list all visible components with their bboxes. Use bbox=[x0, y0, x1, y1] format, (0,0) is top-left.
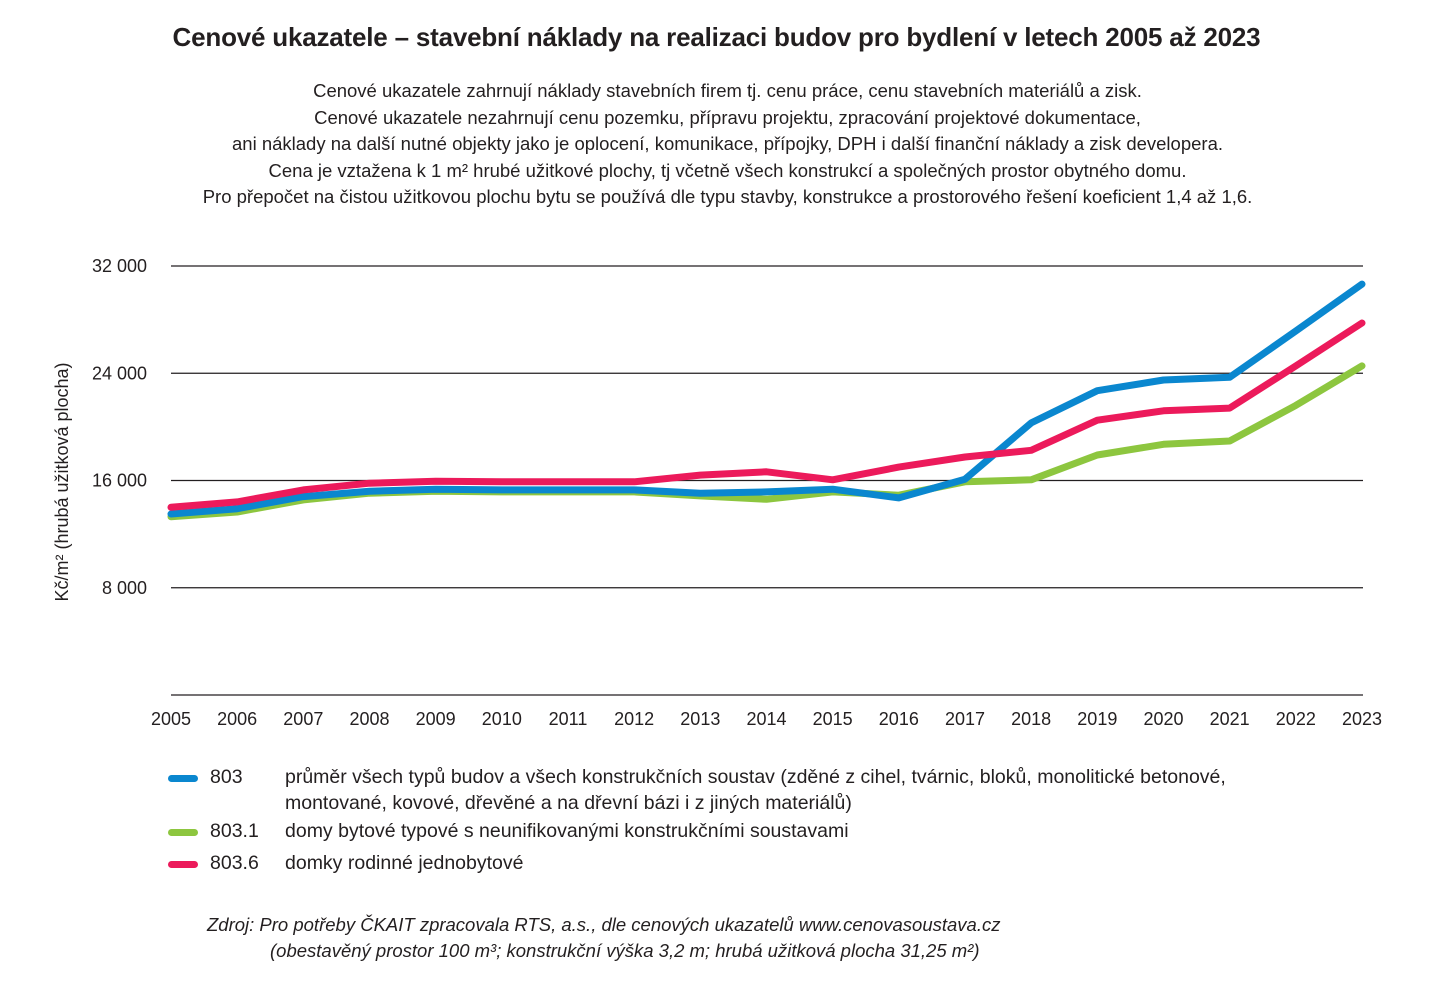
legend-item-803-6: 803.6 domky rodinné jednobytové bbox=[168, 850, 1385, 876]
x-tick-label: 2011 bbox=[549, 709, 588, 729]
x-tick-label: 2010 bbox=[482, 709, 522, 729]
chart-subtitle: Cenové ukazatele zahrnují náklady staveb… bbox=[0, 78, 1433, 211]
x-tick-label: 2015 bbox=[813, 709, 853, 729]
x-tick-label: 2009 bbox=[416, 709, 456, 729]
legend-swatch-green bbox=[168, 829, 198, 836]
legend-description-line: montované, kovové, dřevěné a na dřevní b… bbox=[285, 792, 852, 814]
legend-code: 803.6 bbox=[210, 852, 259, 874]
subtitle-line: Cena je vztažena k 1 m² hrubé užitkové p… bbox=[268, 159, 1187, 181]
y-tick-label: 32 000 bbox=[92, 256, 147, 276]
legend-description-line: průměr všech typů budov a všech konstruk… bbox=[285, 766, 1226, 788]
source-line: (obestavěný prostor 100 m³; konstrukční … bbox=[270, 940, 980, 961]
legend: 803 průměr všech typů budov a všech kons… bbox=[168, 764, 1385, 882]
y-axis-title: Kč/m² (hrubá užitková plocha) bbox=[52, 362, 72, 601]
line-chart: 8 000 16 000 24 000 32 000 2005 2006 2007 2008… bbox=[52, 256, 1382, 729]
series-line-803 bbox=[167, 280, 1366, 518]
x-tick-label: 2008 bbox=[349, 709, 389, 729]
legend-description: domy bytové typové s neunifikovanými kon… bbox=[285, 820, 849, 842]
x-tick-label: 2012 bbox=[614, 709, 654, 729]
series-lines bbox=[167, 280, 1366, 521]
subtitle-line: ani náklady na další nutné objekty jako … bbox=[232, 133, 1223, 154]
x-tick-label: 2018 bbox=[1011, 709, 1051, 729]
y-tick-label: 8 000 bbox=[102, 578, 147, 598]
x-tick-label: 2017 bbox=[945, 709, 985, 729]
series-line-803-6 bbox=[167, 319, 1366, 511]
source-note: Zdroj: Pro potřeby ČKAIT zpracovala RTS,… bbox=[200, 912, 1160, 964]
legend-swatch-red bbox=[168, 861, 198, 868]
x-tick-label: 2021 bbox=[1210, 709, 1250, 729]
x-tick-label: 2007 bbox=[283, 709, 323, 729]
y-tick-label: 16 000 bbox=[92, 471, 147, 491]
legend-swatch-blue bbox=[168, 775, 198, 782]
x-tick-label: 2005 bbox=[151, 709, 191, 729]
x-tick-label: 2016 bbox=[879, 709, 919, 729]
y-axis-ticks: 8 000 16 000 24 000 32 000 bbox=[92, 256, 147, 598]
subtitle-line: Cenové ukazatele zahrnují náklady staveb… bbox=[313, 80, 1142, 101]
legend-description: průměr všech typů budov a všech konstruk… bbox=[285, 764, 1385, 816]
y-tick-label: 24 000 bbox=[92, 363, 147, 383]
x-tick-label: 2013 bbox=[680, 709, 720, 729]
subtitle-line: Pro přepočet na čistou užitkovou plochu … bbox=[202, 186, 1253, 207]
gridlines bbox=[171, 265, 1363, 696]
legend-code: 803 bbox=[210, 766, 243, 788]
x-tick-label: 2019 bbox=[1077, 709, 1117, 729]
legend-item-803: 803 průměr všech typů budov a všech kons… bbox=[168, 764, 1385, 816]
x-tick-label: 2020 bbox=[1143, 709, 1183, 729]
x-tick-label: 2022 bbox=[1276, 709, 1316, 729]
subtitle-line: Cenové ukazatele nezahrnují cenu pozemku… bbox=[314, 106, 1141, 128]
source-line: Zdroj: Pro potřeby ČKAIT zpracovala RTS,… bbox=[207, 914, 1001, 935]
chart-title: Cenové ukazatele – stavební náklady na r… bbox=[172, 22, 1261, 52]
x-tick-label: 2006 bbox=[217, 709, 257, 729]
legend-description: domky rodinné jednobytové bbox=[285, 852, 524, 874]
legend-item-803-1: 803.1 domy bytové typové s neunifikovaný… bbox=[168, 818, 1385, 844]
x-axis-ticks: 2005 2006 2007 2008 2009 2010 2011 2012 2013 2014… bbox=[151, 709, 1382, 729]
x-tick-label: 2023 bbox=[1342, 709, 1382, 729]
x-tick-label: 2014 bbox=[746, 709, 786, 729]
legend-code: 803.1 bbox=[210, 820, 259, 842]
